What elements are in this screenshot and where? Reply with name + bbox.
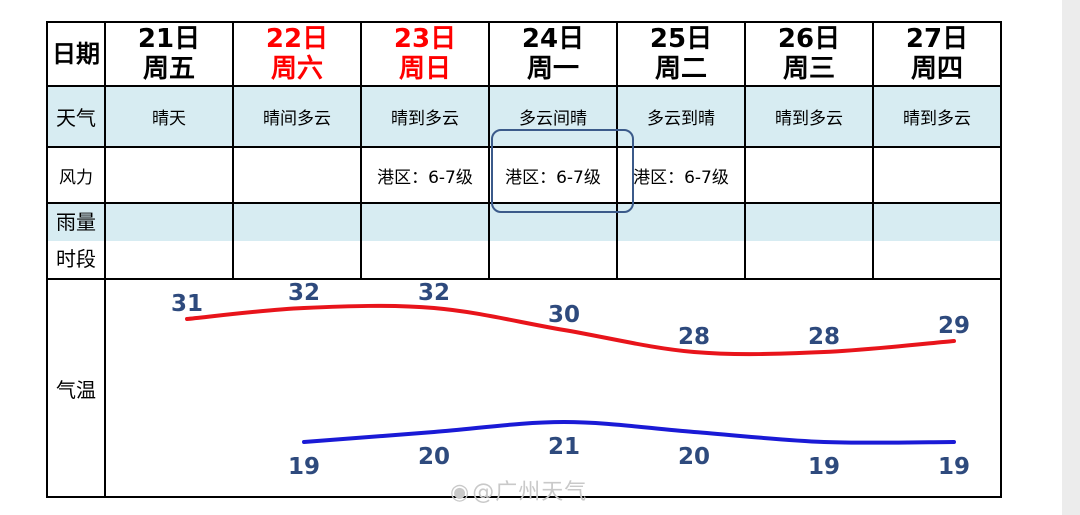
wind-cell [872,146,1002,204]
rain-cell [360,202,490,280]
rain-period-label: 雨量 时段 [46,202,106,280]
day-weekday: 周四 [910,54,963,84]
rain-cell [232,202,362,280]
day-header-7: 27日 周四 [872,21,1002,87]
low-temp-series: 19 20 21 20 19 19 [288,419,970,480]
day-weekday: 周五 [142,54,195,84]
day-date: 22日 [265,24,329,54]
high-temp-label: 32 [288,280,320,306]
rain-cell [616,202,746,280]
temperature-row: 气温 [46,278,1002,498]
high-temp-label: 32 [418,280,450,306]
rain-label: 雨量 [56,210,96,234]
day-weekday: 周日 [398,54,451,84]
weather-cell: 多云到晴 [616,85,746,148]
wind-row: 风力 港区：6-7级 港区：6-7级 港区：6-7级 [46,146,1002,204]
low-temp-label: 20 [678,444,710,470]
rain-cell [872,202,1002,280]
low-temp-label: 19 [288,454,320,480]
temperature-row-label: 气温 [46,278,106,498]
wind-cell [232,146,362,204]
rain-cell [488,202,618,280]
weather-cell: 晴天 [104,85,234,148]
wind-cell [104,146,234,204]
weather-cell: 晴间多云 [232,85,362,148]
day-date: 23日 [393,24,457,54]
wind-cell: 港区：6-7级 [488,146,618,204]
temperature-chart: 31 32 32 30 28 28 29 19 20 21 20 19 19 [171,280,970,480]
date-row: 日期 21日 周五 22日 周六 23日 周日 24日 周一 25日 周二 26日 周三 2… [46,21,1002,87]
forecast-table: 日期 21日 周五 22日 周六 23日 周日 24日 周一 25日 周二 26日 周三 2… [46,21,1002,498]
day-date: 24日 [521,24,585,54]
high-temp-label: 28 [678,324,710,350]
wind-cell: 港区：6-7级 [616,146,746,204]
rain-cell [104,202,234,280]
day-weekday: 周六 [270,54,323,84]
day-weekday: 周一 [526,54,579,84]
day-header-1: 21日 周五 [104,21,234,87]
watermark: ◉@广州天气 [450,474,587,506]
high-temp-label: 30 [548,302,580,328]
day-header-4: 24日 周一 [488,21,618,87]
weather-cell: 晴到多云 [744,85,874,148]
day-header-3: 23日 周日 [360,21,490,87]
weather-cell: 晴到多云 [360,85,490,148]
weather-cell: 晴到多云 [872,85,1002,148]
weather-row: 天气 晴天 晴间多云 晴到多云 多云间晴 多云到晴 晴到多云 晴到多云 [46,85,1002,148]
temperature-chart-cell [104,278,1002,498]
low-temp-label: 20 [418,444,450,470]
weibo-icon: ◉ [450,480,471,505]
side-scroll-strip [1062,0,1080,515]
period-label: 时段 [56,247,96,271]
weather-row-label: 天气 [46,85,106,148]
weather-cell: 多云间晴 [488,85,618,148]
wind-highlight-box [491,129,634,213]
high-temp-label: 28 [808,324,840,350]
high-temp-line [185,303,956,357]
day-date: 26日 [777,24,841,54]
day-header-5: 25日 周二 [616,21,746,87]
day-date: 27日 [905,24,969,54]
wind-cell: 港区：6-7级 [360,146,490,204]
watermark-text: @广州天气 [472,480,588,505]
wind-cell [744,146,874,204]
high-temp-label: 29 [938,313,970,339]
day-date: 21日 [137,24,201,54]
low-temp-label: 19 [938,454,970,480]
high-temp-series: 31 32 32 30 28 28 29 [171,280,970,357]
high-temp-label: 31 [171,291,203,317]
day-weekday: 周二 [654,54,707,84]
day-header-2: 22日 周六 [232,21,362,87]
low-temp-label: 19 [808,454,840,480]
day-date: 25日 [649,24,713,54]
day-header-6: 26日 周三 [744,21,874,87]
date-row-label: 日期 [46,21,106,87]
low-temp-label: 21 [548,434,580,460]
wind-row-label: 风力 [46,146,106,204]
low-temp-line [302,419,956,445]
rain-cell [744,202,874,280]
day-weekday: 周三 [782,54,835,84]
